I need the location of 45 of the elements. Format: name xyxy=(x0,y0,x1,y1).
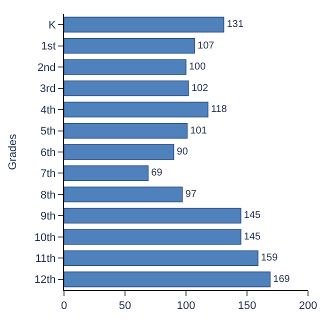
y-tick-label: 5th xyxy=(40,126,56,138)
bar xyxy=(64,208,242,224)
bar xyxy=(64,272,271,288)
data-label: 100 xyxy=(189,62,206,73)
data-label: 107 xyxy=(198,40,215,52)
x-tick-label: 0 xyxy=(60,300,68,312)
bar xyxy=(64,38,195,54)
data-label: 118 xyxy=(210,104,228,116)
data-label: 145 xyxy=(244,231,262,242)
y-tick-label: 3rd xyxy=(40,83,56,96)
bar xyxy=(64,102,208,118)
bar xyxy=(64,80,189,96)
y-tick-label: 8th xyxy=(40,189,56,202)
data-label: 169 xyxy=(273,274,290,285)
bar xyxy=(64,186,183,202)
bar xyxy=(64,59,186,75)
data-label: 101 xyxy=(190,125,208,136)
y-axis-title: Grades xyxy=(7,133,20,170)
y-tick-label: K xyxy=(48,19,56,32)
data-label: 102 xyxy=(191,82,209,94)
bar xyxy=(64,16,224,32)
x-tick-label: 200 xyxy=(298,300,318,312)
x-tick-label: 150 xyxy=(238,300,256,312)
y-tick-label: 2nd xyxy=(37,62,56,74)
data-label: 69 xyxy=(151,168,163,179)
bar xyxy=(64,144,174,160)
data-label: 145 xyxy=(244,210,262,222)
data-label: 159 xyxy=(260,252,278,264)
y-tick-label: 12th xyxy=(34,274,56,286)
y-tick-label: 7th xyxy=(40,168,56,180)
y-tick-label: 4th xyxy=(40,104,56,116)
x-tick-label: 50 xyxy=(118,300,132,312)
bar xyxy=(64,229,242,245)
data-label: 90 xyxy=(176,146,188,158)
y-tick-label: 6th xyxy=(40,146,56,159)
data-label: 131 xyxy=(226,19,244,30)
y-tick-label: 1st xyxy=(41,40,56,53)
y-tick-label: 10th xyxy=(34,232,56,244)
y-tick-label: 11th xyxy=(35,253,56,265)
bar xyxy=(64,250,258,266)
data-label: 97 xyxy=(185,188,197,200)
bar xyxy=(64,122,188,139)
bar xyxy=(64,165,149,182)
y-tick-label: 9th xyxy=(40,210,56,223)
x-tick-label: 100 xyxy=(176,300,196,312)
